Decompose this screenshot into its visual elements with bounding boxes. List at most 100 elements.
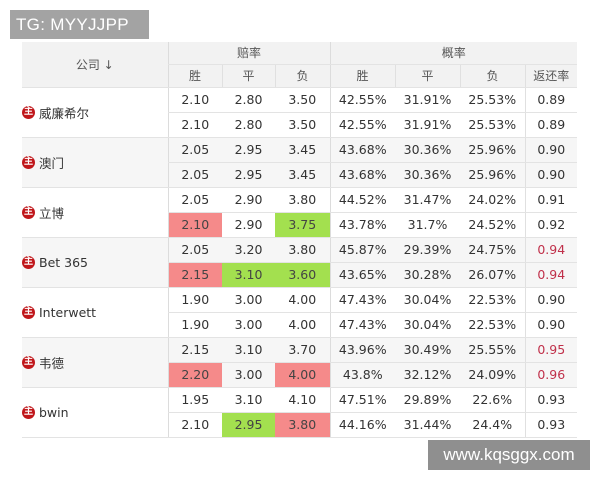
table-row: 2.10 2.80 3.50 42.55% 31.91% 25.53% 0.89: [22, 112, 577, 138]
cell-p-win: 47.43%: [329, 287, 395, 313]
prob-lose-header: 负: [459, 63, 525, 88]
cell-ret: 0.89: [524, 87, 577, 113]
cell-ret: 0.94: [524, 237, 577, 263]
cell-ret: 0.90: [524, 312, 577, 338]
cell-lose: 3.50: [275, 87, 330, 113]
company-cell[interactable]: 主韦德: [22, 337, 168, 388]
company-group: 主 bwin 1.95 3.10 4.10 47.51% 29.89% 22.6% 0.93 2.…: [22, 387, 577, 438]
company-cell[interactable]: 主 Bet 365: [22, 237, 168, 288]
cell-draw: 3.00: [222, 312, 275, 338]
cell-lose: 4.00: [275, 287, 330, 313]
cell-p-lose: 26.07%: [460, 262, 525, 288]
cell-p-draw: 30.28%: [395, 262, 460, 288]
cell-p-draw: 31.7%: [395, 212, 460, 238]
cell-win: 2.10: [167, 87, 222, 113]
home-badge-icon: 主: [22, 105, 35, 119]
cell-ret: 0.96: [524, 362, 577, 388]
company-cell[interactable]: 主立博: [22, 187, 168, 238]
company-sort-header[interactable]: 公司 ↓: [22, 42, 168, 88]
return-rate-header: 返还率: [524, 63, 577, 88]
cell-p-draw: 31.91%: [395, 112, 460, 138]
table-row: 主韦德 2.15 3.10 3.70 43.96% 30.49% 25.55% 0.95: [22, 337, 577, 388]
home-badge-icon: 主: [22, 305, 35, 319]
cell-p-win: 47.43%: [329, 312, 395, 338]
cell-draw: 2.95: [222, 137, 275, 163]
cell-draw: 3.20: [222, 237, 275, 263]
odds-lose-header: 负: [274, 63, 330, 88]
cell-win: 2.05: [167, 137, 222, 163]
odds-comparison-table: 公司 ↓ 赔率 概率 胜 平 负 胜 平 负 返还率 主威廉希尔 2.10 2.80…: [22, 42, 577, 438]
cell-lose: 3.60: [275, 262, 330, 288]
table-row: 主 Interwett 1.90 3.00 4.00 47.43% 30.04% 22.53%…: [22, 287, 577, 338]
table-row: 2.05 2.95 3.45 43.68% 30.36% 25.96% 0.90: [22, 162, 577, 188]
company-group: 主威廉希尔 2.10 2.80 3.50 42.55% 31.91% 25.53% 0.89 2…: [22, 87, 577, 138]
cell-p-draw: 30.04%: [395, 312, 460, 338]
table-row: 主威廉希尔 2.10 2.80 3.50 42.55% 31.91% 25.53% 0.89: [22, 87, 577, 138]
cell-win: 2.20: [167, 362, 222, 388]
cell-ret: 0.92: [524, 212, 577, 238]
cell-p-lose: 22.53%: [460, 287, 525, 313]
cell-p-win: 43.96%: [329, 337, 395, 363]
cell-p-lose: 24.09%: [460, 362, 525, 388]
cell-lose: 4.00: [275, 312, 330, 338]
cell-p-lose: 24.52%: [460, 212, 525, 238]
cell-lose: 3.70: [275, 337, 330, 363]
cell-p-win: 43.65%: [329, 262, 395, 288]
company-cell[interactable]: 主澳门: [22, 137, 168, 188]
home-badge-icon: 主: [22, 155, 35, 169]
cell-p-draw: 30.04%: [395, 287, 460, 313]
cell-win: 1.95: [167, 387, 222, 413]
cell-ret: 0.90: [524, 162, 577, 188]
cell-draw: 2.80: [222, 87, 275, 113]
cell-p-lose: 25.96%: [460, 162, 525, 188]
company-cell[interactable]: 主 Interwett: [22, 287, 168, 338]
company-group: 主立博 2.05 2.90 3.80 44.52% 31.47% 24.02% 0.91 2.1…: [22, 187, 577, 238]
company-group: 主韦德 2.15 3.10 3.70 43.96% 30.49% 25.55% 0.95 2.2…: [22, 337, 577, 388]
table-row: 主澳门 2.05 2.95 3.45 43.68% 30.36% 25.96% 0.90: [22, 137, 577, 188]
company-name: Bet 365: [39, 254, 88, 270]
table-row: 主立博 2.05 2.90 3.80 44.52% 31.47% 24.02% 0.91: [22, 187, 577, 238]
table-row: 2.10 2.90 3.75 43.78% 31.7% 24.52% 0.92: [22, 212, 577, 238]
company-cell[interactable]: 主 bwin: [22, 387, 168, 438]
cell-draw: 2.95: [222, 162, 275, 188]
cell-p-lose: 24.02%: [460, 187, 525, 213]
cell-lose: 3.75: [275, 212, 330, 238]
company-name: 立博: [39, 205, 65, 221]
cell-p-lose: 22.53%: [460, 312, 525, 338]
odds-win-header: 胜: [167, 63, 222, 88]
cell-p-lose: 24.4%: [460, 412, 525, 438]
home-badge-icon: 主: [22, 205, 35, 219]
cell-lose: 4.10: [275, 387, 330, 413]
cell-p-win: 43.8%: [329, 362, 395, 388]
cell-lose: 3.45: [275, 162, 330, 188]
cell-p-lose: 24.75%: [460, 237, 525, 263]
company-group: 主 Bet 365 2.05 3.20 3.80 45.87% 29.39% 24.75% 0.…: [22, 237, 577, 288]
cell-lose: 3.45: [275, 137, 330, 163]
cell-ret: 0.93: [524, 412, 577, 438]
home-badge-icon: 主: [22, 255, 35, 269]
cell-win: 2.10: [167, 112, 222, 138]
odds-draw-header: 平: [221, 63, 275, 88]
cell-p-draw: 31.44%: [395, 412, 460, 438]
cell-win: 2.05: [167, 237, 222, 263]
prob-win-header: 胜: [329, 63, 395, 88]
cell-p-draw: 30.36%: [395, 162, 460, 188]
cell-draw: 3.00: [222, 287, 275, 313]
cell-draw: 2.80: [222, 112, 275, 138]
cell-draw: 3.00: [222, 362, 275, 388]
watermark-top: TG: MYYJJPP: [10, 10, 149, 39]
cell-win: 1.90: [167, 287, 222, 313]
watermark-bottom: www.kqsggx.com: [428, 440, 590, 470]
cell-p-lose: 22.6%: [460, 387, 525, 413]
company-cell[interactable]: 主威廉希尔: [22, 87, 168, 138]
cell-p-win: 42.55%: [329, 112, 395, 138]
cell-p-draw: 30.36%: [395, 137, 460, 163]
cell-p-win: 47.51%: [329, 387, 395, 413]
cell-p-draw: 29.39%: [395, 237, 460, 263]
cell-p-draw: 29.89%: [395, 387, 460, 413]
table-row: 2.10 2.95 3.80 44.16% 31.44% 24.4% 0.93: [22, 412, 577, 438]
prob-draw-header: 平: [394, 63, 460, 88]
cell-win: 2.05: [167, 162, 222, 188]
cell-p-win: 42.55%: [329, 87, 395, 113]
cell-win: 2.10: [167, 412, 222, 438]
